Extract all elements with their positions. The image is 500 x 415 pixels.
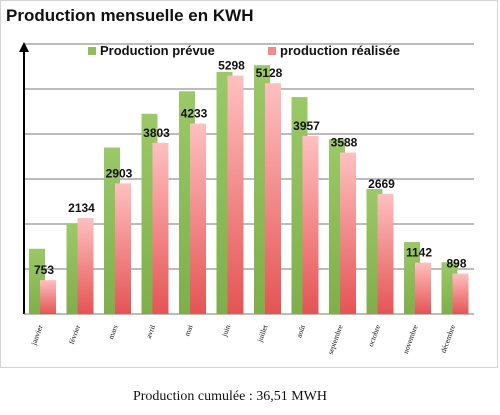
bar-realisee-novembre <box>415 262 431 314</box>
bar-chart: 753 janvier 2134 février 2903 mars 3803 avril 42… <box>19 42 474 356</box>
bar-realisee-juin <box>227 75 244 314</box>
bar-realisee-octobre <box>377 193 394 314</box>
data-label-octobre: 2669 <box>368 177 395 191</box>
x-tick-label-septembre: septembre <box>326 323 345 356</box>
legend-item-realisee: production réalisée <box>268 42 400 58</box>
x-tick-label-février: février <box>67 323 82 345</box>
bar-realisee-mai <box>190 123 206 314</box>
data-label-novembre: 1142 <box>406 246 432 260</box>
x-tick-label-novembre: novembre <box>401 323 420 355</box>
x-tick-label-mai: mai <box>182 324 194 338</box>
bar-realisee-août <box>302 135 319 314</box>
legend-swatch-prevue <box>88 46 96 55</box>
x-tick-label-avril: avril <box>144 324 157 340</box>
legend-label-realisee: production réalisée <box>280 43 400 59</box>
x-tick-label-décembre: décembre <box>439 323 458 354</box>
data-label-avril: 3803 <box>143 126 170 140</box>
legend-item-prevue: Production prévue <box>88 42 215 58</box>
data-label-janvier: 753 <box>34 263 54 277</box>
bar-realisee-septembre <box>340 152 356 314</box>
bar-realisee-janvier <box>40 280 56 314</box>
chart-title: Production mensuelle en KWH <box>6 6 254 25</box>
data-label-février: 2134 <box>68 201 95 215</box>
data-label-mars: 2903 <box>106 166 133 180</box>
bar-realisee-juillet <box>265 83 281 315</box>
x-tick-label-juillet: juillet <box>255 323 270 344</box>
x-tick-label-août: août <box>294 323 307 339</box>
cumulative-production: Production cumulée : 36,51 MWH <box>132 389 328 404</box>
data-label-juin: 5298 <box>218 59 245 73</box>
legend-label-prevue: Production prévue <box>100 43 215 59</box>
data-label-mai: 4233 <box>181 107 208 121</box>
data-label-septembre: 3588 <box>331 136 358 150</box>
x-tick-label-janvier: janvier <box>29 323 45 347</box>
bar-realisee-décembre <box>452 273 469 314</box>
legend-swatch-realisee <box>268 46 276 55</box>
x-tick-label-mars: mars <box>106 324 119 341</box>
data-label-juillet: 5128 <box>256 66 283 80</box>
y-axis-arrow <box>19 42 29 52</box>
bar-realisee-avril <box>152 142 169 314</box>
data-label-août: 3957 <box>293 119 320 133</box>
data-label-décembre: 898 <box>446 257 466 271</box>
x-tick-label-juin: juin <box>219 323 232 338</box>
bar-realisee-mars <box>115 183 131 314</box>
bar-realisee-février <box>77 217 94 314</box>
x-tick-label-octobre: octobre <box>366 323 382 348</box>
